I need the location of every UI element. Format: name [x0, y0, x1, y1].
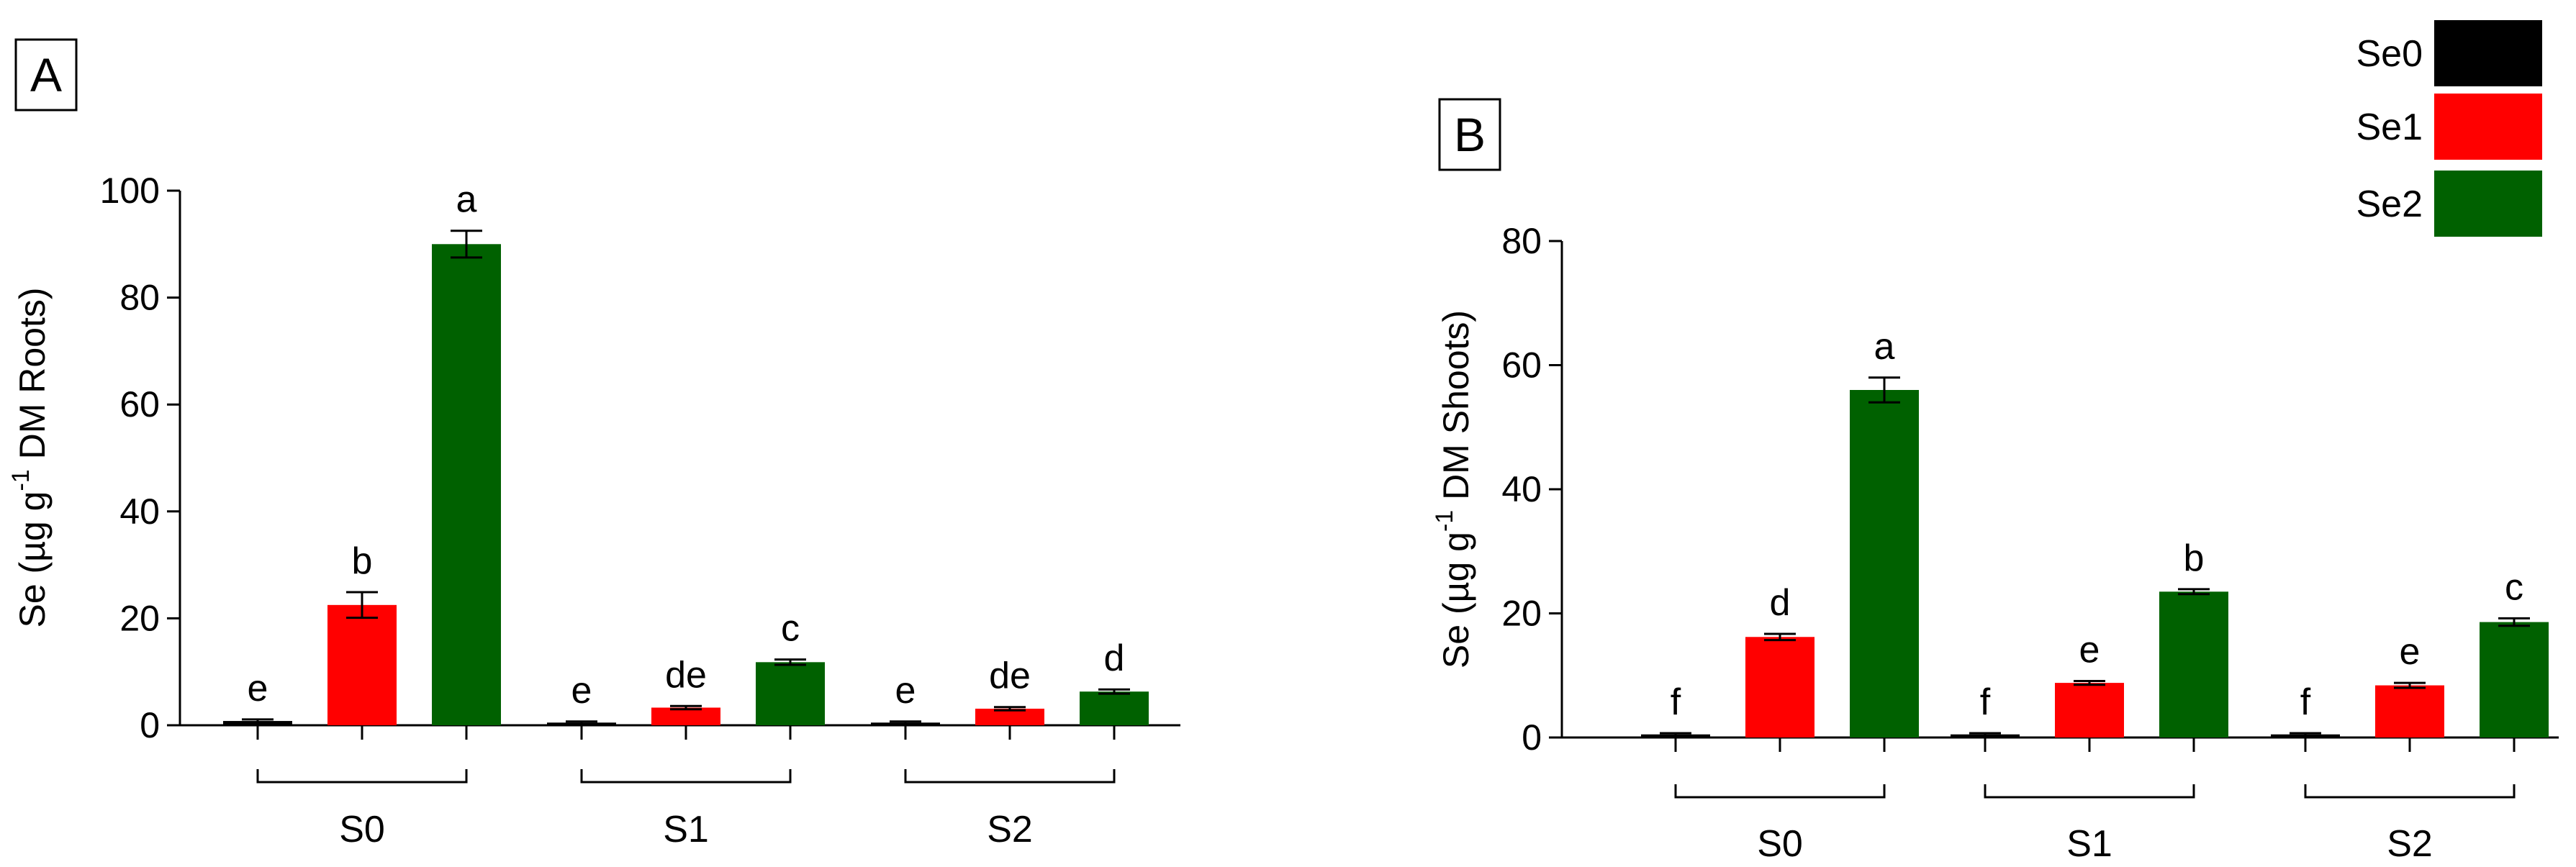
panel-b-bar-s1-se2: [2159, 591, 2228, 737]
panel-a-significance-label: b: [352, 540, 373, 582]
panel-b-group-bracket: [1674, 784, 1886, 799]
legend: Se0 Se1 Se2: [2356, 20, 2542, 237]
panel-a-significance-label: e: [248, 668, 268, 709]
panel-b-bar-s0-se1: [1745, 637, 1815, 737]
panel-b-y-tick-label: 20: [1501, 594, 1542, 634]
legend-label-se1: Se1: [2356, 106, 2423, 148]
panel-a-group-label: S2: [987, 809, 1033, 850]
legend-swatch-se2: [2434, 171, 2542, 237]
panel-a-bar-s0-se1: [327, 604, 397, 725]
panel-a-label: A: [30, 48, 62, 101]
legend-label-se2: Se2: [2356, 183, 2423, 225]
panel-a-group-label: S1: [663, 809, 709, 850]
panel-b-chart: B 0 20 40 60 80 Se (µg g-1 DM Shoots) f d a S0 f e b S…: [1431, 98, 2559, 865]
panel-a-group-bracket: [256, 769, 468, 784]
panel-b-group-label: S0: [1757, 823, 1803, 865]
panel-a-y-tick-label: 80: [119, 278, 160, 318]
panel-b-bar-s1-se1: [2055, 683, 2124, 737]
panel-b-significance-label: f: [1980, 681, 1991, 723]
legend-swatch-se0: [2434, 20, 2542, 86]
panel-a-group-label: S0: [339, 809, 385, 850]
panel-b-significance-label: c: [2505, 566, 2523, 608]
panel-b-group-bracket: [1984, 784, 2195, 799]
panel-b-group-bracket: [2304, 784, 2516, 799]
panel-b-significance-label: e: [2079, 630, 2100, 671]
panel-a-y-tick-label: 0: [140, 705, 160, 745]
panel-b-y-tick-label: 40: [1501, 469, 1542, 509]
panel-a-group-bracket: [580, 769, 792, 784]
panel-b-bar-s2-se1: [2375, 685, 2444, 737]
legend-label-se0: Se0: [2356, 33, 2423, 75]
panel-a-significance-label: a: [456, 179, 477, 221]
panel-b-significance-label: f: [1671, 681, 1681, 723]
panel-b-significance-label: e: [2400, 631, 2421, 673]
panel-a-bar-s2-se2: [1080, 691, 1149, 725]
panel-a-y-tick-label: 60: [119, 384, 160, 425]
panel-a-y-axis-title: Se (µg g-1 DM Roots): [7, 287, 53, 627]
panel-a-significance-label: c: [781, 608, 800, 650]
panel-b-group-label: S2: [2387, 823, 2433, 865]
panel-b-group-label: S1: [2066, 823, 2112, 865]
panel-a-y-tick-label: 100: [100, 171, 160, 211]
panel-a-significance-label: e: [571, 670, 592, 712]
panel-a-significance-label: d: [1104, 637, 1125, 679]
panel-a-bar-s0-se2: [432, 244, 501, 725]
panel-a-y-tick-label: 20: [119, 598, 160, 638]
panel-a-bar-s2-se1: [975, 708, 1044, 725]
panel-a-bar-s1-se1: [651, 707, 720, 725]
legend-swatch-se1: [2434, 94, 2542, 160]
panel-b-label: B: [1454, 108, 1486, 161]
panel-b-y-tick-label: 80: [1501, 221, 1542, 261]
panel-a-significance-label: de: [989, 655, 1031, 697]
panel-b-bar-s2-se2: [2480, 622, 2549, 737]
panel-b-bar-s0-se2: [1850, 390, 1919, 737]
panel-a-label-box: [14, 38, 78, 112]
panel-b-label-box: [1438, 98, 1501, 171]
panel-b-significance-label: b: [2184, 537, 2205, 579]
panel-b-y-axis-title: Se (µg g-1 DM Shoots): [1431, 310, 1476, 668]
panel-a-y-tick-label: 40: [119, 491, 160, 532]
panel-b-significance-label: f: [2300, 681, 2311, 723]
panel-b-significance-label: a: [1874, 326, 1895, 368]
panel-a-significance-label: de: [665, 654, 707, 696]
panel-b-y-tick-label: 0: [1522, 717, 1542, 758]
panel-b-y-tick-label: 60: [1501, 345, 1542, 386]
panel-a-significance-label: e: [895, 670, 916, 712]
panel-a-group-bracket: [904, 769, 1116, 784]
panel-a-bar-s1-se2: [756, 662, 825, 725]
panel-b-significance-label: d: [1770, 582, 1791, 624]
panel-a-chart: A 0 20 40 60 80 100 Se (µg g-1 DM Roots) e b a S0 e d…: [7, 38, 1180, 850]
